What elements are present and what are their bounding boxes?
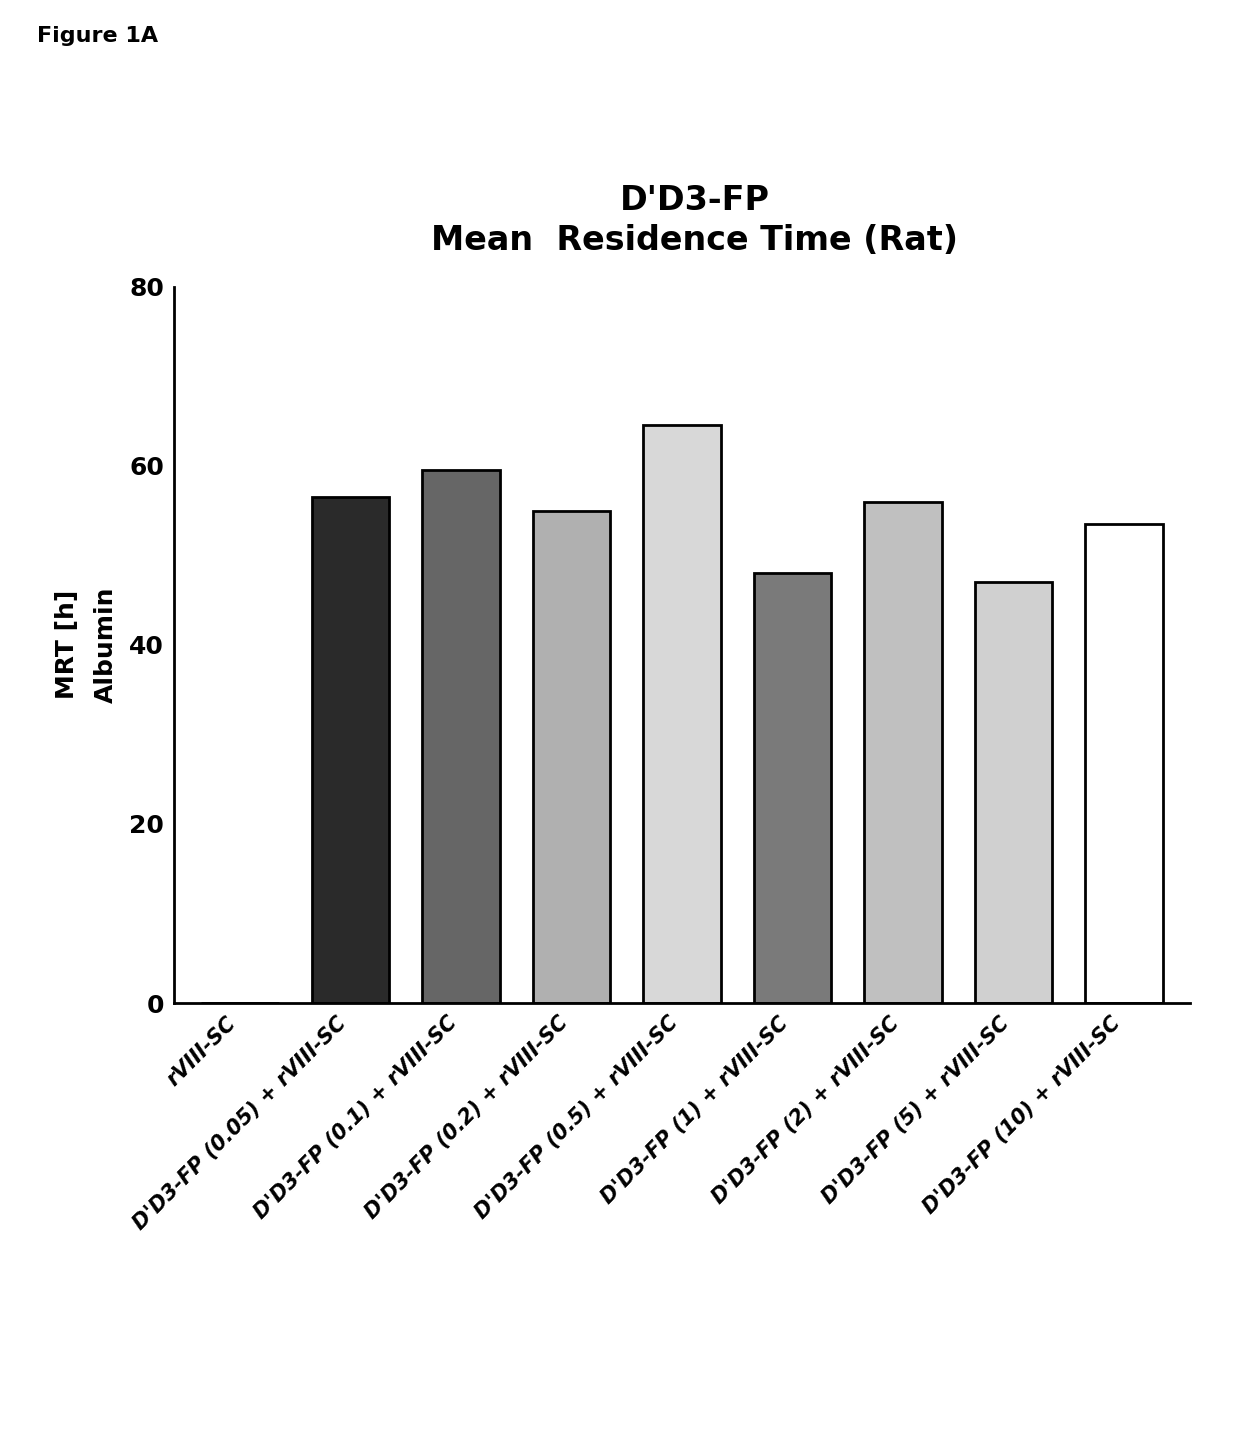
Text: Mean  Residence Time (Rat): Mean Residence Time (Rat) bbox=[432, 224, 959, 258]
Text: D'D3-FP: D'D3-FP bbox=[620, 183, 769, 218]
Bar bbox=[975, 582, 1053, 1003]
Bar bbox=[533, 510, 610, 1003]
Bar bbox=[311, 497, 389, 1003]
Bar bbox=[754, 573, 831, 1003]
Bar bbox=[644, 426, 720, 1003]
Y-axis label: MRT [h]
Albumin: MRT [h] Albumin bbox=[55, 586, 118, 704]
Text: Figure 1A: Figure 1A bbox=[37, 26, 159, 46]
Bar bbox=[1085, 524, 1163, 1003]
Bar bbox=[423, 470, 500, 1003]
Bar bbox=[864, 502, 941, 1003]
